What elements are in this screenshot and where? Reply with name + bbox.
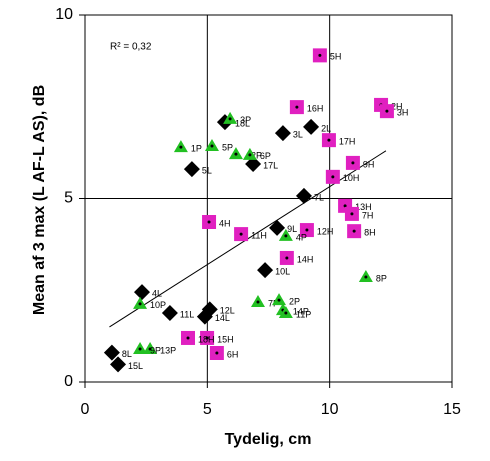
point-label: 17L bbox=[263, 160, 278, 170]
point-label: 5L bbox=[202, 166, 212, 176]
point-label: 2H bbox=[391, 101, 403, 111]
marker-dot bbox=[350, 212, 354, 216]
marker-dot bbox=[284, 234, 288, 238]
point-label: 14L bbox=[215, 313, 230, 323]
point-label: 6P bbox=[260, 151, 271, 161]
point-label: 15L bbox=[128, 361, 143, 371]
point-label: 8H bbox=[364, 228, 376, 238]
marker-dot bbox=[239, 232, 243, 236]
point-label: 10P bbox=[150, 300, 166, 310]
point-label: 9L bbox=[287, 224, 297, 234]
point-label: 7L bbox=[314, 192, 324, 202]
marker-diamond bbox=[161, 305, 178, 322]
point-label: 5H bbox=[330, 52, 342, 62]
marker-dot bbox=[277, 298, 281, 302]
y-tick-label: 10 bbox=[55, 6, 73, 23]
marker-dot bbox=[186, 336, 190, 340]
x-tick-label: 5 bbox=[203, 401, 212, 418]
marker-diamond bbox=[134, 284, 151, 301]
point-label: 3P bbox=[240, 115, 251, 125]
marker-dot bbox=[256, 300, 260, 304]
point-label: 10L bbox=[275, 266, 290, 276]
point-label: 5P bbox=[222, 142, 233, 152]
point-label: 9P bbox=[150, 345, 161, 355]
marker-dot bbox=[352, 229, 356, 233]
x-tick-label: 10 bbox=[321, 401, 339, 418]
marker-dot bbox=[179, 145, 183, 149]
point-label: 6H bbox=[227, 349, 239, 359]
point-label: 8L bbox=[122, 349, 132, 359]
marker-dot bbox=[148, 347, 152, 351]
point-label: 18L bbox=[235, 119, 250, 129]
point-label: 11L bbox=[180, 309, 194, 319]
point-label: 4P bbox=[296, 232, 307, 242]
x-axis-label: Tydelig, cm bbox=[225, 431, 312, 448]
point-label: 3H bbox=[397, 108, 409, 118]
point-label: 13P bbox=[160, 345, 176, 355]
point-label: 10H bbox=[343, 173, 360, 183]
marker-dot bbox=[295, 105, 299, 109]
marker-diamond bbox=[110, 356, 127, 373]
marker-dot bbox=[364, 275, 368, 279]
marker-dot bbox=[351, 161, 355, 165]
marker-dot bbox=[385, 109, 389, 113]
marker-dot bbox=[284, 311, 288, 315]
point-label: 18H bbox=[198, 334, 215, 344]
marker-dot bbox=[138, 302, 142, 306]
point-label: 16H bbox=[307, 103, 324, 113]
point-label: 9H bbox=[363, 159, 375, 169]
y-tick-label: 0 bbox=[64, 373, 73, 390]
marker-diamond bbox=[303, 118, 320, 135]
marker-dot bbox=[205, 336, 209, 340]
point-label: 4H bbox=[219, 218, 231, 228]
point-label: 14P bbox=[293, 306, 309, 316]
y-tick-label: 5 bbox=[64, 190, 73, 207]
marker-dot bbox=[318, 53, 322, 57]
point-label: 15H bbox=[217, 334, 234, 344]
point-label: 3L bbox=[293, 130, 303, 140]
point-label: 2P bbox=[289, 297, 300, 307]
x-tick-label: 15 bbox=[443, 401, 461, 418]
marker-dot bbox=[343, 204, 347, 208]
marker-dot bbox=[215, 351, 219, 355]
x-tick-label: 0 bbox=[81, 401, 90, 418]
r-squared-annotation: R² = 0,32 bbox=[110, 42, 152, 53]
marker-dot bbox=[207, 220, 211, 224]
marker-diamond bbox=[183, 161, 200, 178]
point-label: 14H bbox=[297, 254, 314, 264]
point-label: 12H bbox=[317, 226, 334, 236]
point-label: 2L bbox=[321, 123, 331, 133]
marker-dot bbox=[305, 228, 309, 232]
marker-dot bbox=[210, 144, 214, 148]
marker-diamond bbox=[245, 156, 262, 173]
marker-dot bbox=[285, 256, 289, 260]
marker-diamond bbox=[257, 262, 274, 279]
marker-diamond bbox=[269, 219, 286, 236]
point-label: 17H bbox=[339, 137, 356, 147]
point-label: 8P bbox=[376, 273, 387, 283]
point-label: 11H bbox=[251, 230, 267, 240]
point-label: 4L bbox=[152, 288, 162, 298]
point-label: 7H bbox=[362, 210, 374, 220]
marker-diamond bbox=[295, 187, 312, 204]
marker-diamond bbox=[103, 344, 120, 361]
marker-dot bbox=[331, 175, 335, 179]
point-label: 13H bbox=[355, 202, 372, 212]
marker-dot bbox=[234, 152, 238, 156]
point-label: 11P bbox=[296, 309, 311, 319]
marker-diamond bbox=[274, 125, 291, 142]
point-label: 12L bbox=[220, 306, 235, 316]
y-axis-label: Mean af 3 max (L AF-L AS), dB bbox=[31, 85, 48, 315]
marker-diamond bbox=[201, 301, 218, 318]
marker-dot bbox=[327, 138, 331, 142]
point-label: 1P bbox=[191, 143, 202, 153]
marker-dot bbox=[228, 117, 232, 121]
marker-dot bbox=[248, 153, 252, 157]
marker-dot bbox=[138, 347, 142, 351]
